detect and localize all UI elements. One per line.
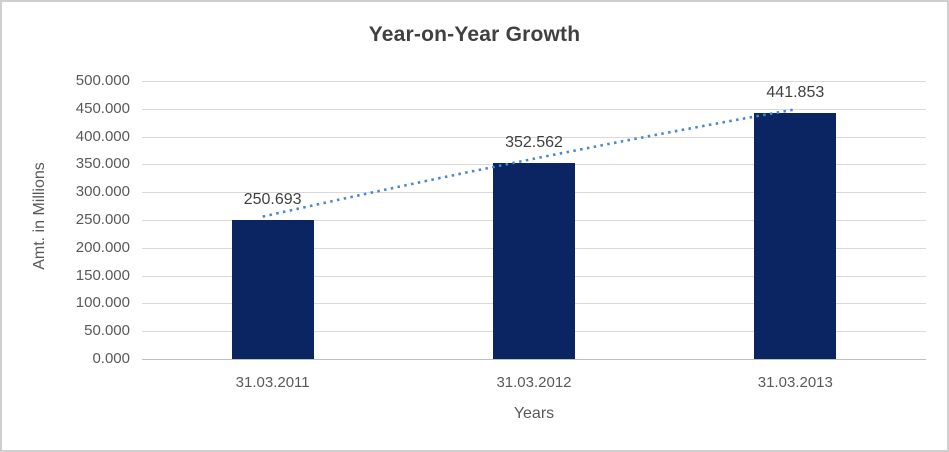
x-tick-label: 31.03.2011 (235, 374, 310, 391)
y-tick-label: 100.000 (75, 294, 130, 311)
y-tick-label: 0.000 (92, 350, 130, 367)
gridline (142, 137, 926, 138)
y-tick-label: 50.000 (84, 322, 130, 339)
y-tick-label: 350.000 (75, 155, 130, 172)
bar-31.03.2012 (493, 162, 575, 359)
y-tick-label: 400.000 (75, 128, 130, 145)
y-tick-label: 150.000 (75, 267, 130, 284)
gridline (142, 109, 926, 110)
bar-31.03.2011 (231, 219, 314, 359)
trendline-chart (262, 108, 796, 218)
y-tick-label: 200.000 (75, 239, 130, 256)
chart-title: Year-on-Year Growth (368, 23, 581, 46)
plot-area: 250.693 352.562 441.853 (142, 81, 926, 360)
y-tick-label: 300.000 (75, 183, 130, 200)
y-tick-label: 450.000 (75, 100, 130, 117)
trendline-path (262, 108, 796, 218)
data-label: 352.562 (505, 133, 563, 151)
y-tick-label: 500.000 (75, 72, 130, 89)
x-tick-label: 31.03.2013 (757, 374, 833, 391)
x-axis-title: Years (513, 405, 555, 422)
y-tick-label: 250.000 (75, 211, 130, 228)
data-label: 441.853 (766, 84, 825, 102)
bar-31.03.2013 (754, 113, 837, 359)
x-tick-label: 31.03.2012 (496, 374, 572, 391)
gridline (142, 81, 926, 82)
x-axis-line (142, 359, 926, 360)
data-label: 250.693 (243, 190, 302, 208)
